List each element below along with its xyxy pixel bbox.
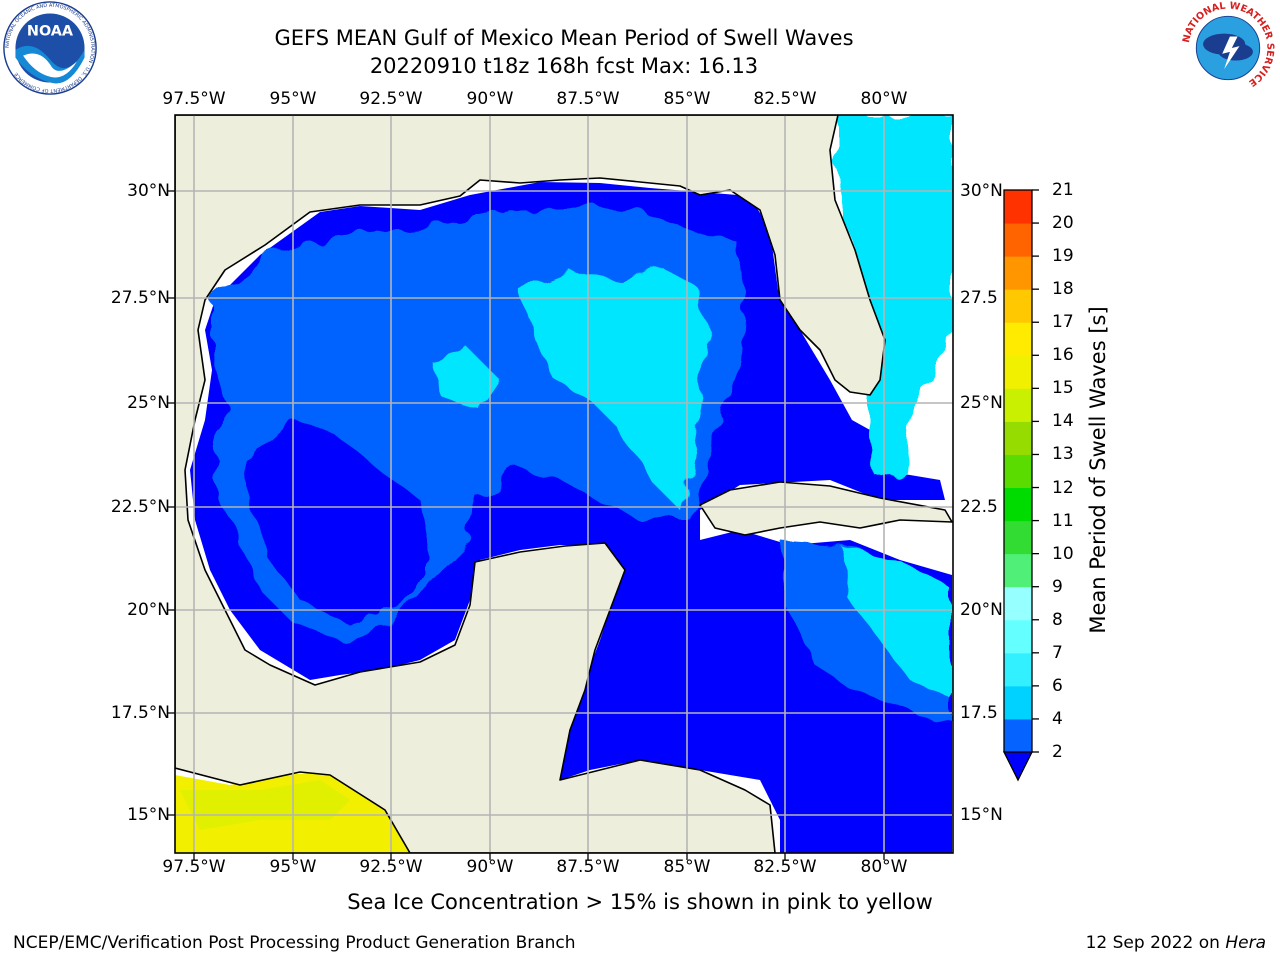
- lon-tick-top: 87.5°W: [556, 89, 620, 109]
- colorbar-tick-label: 7: [1052, 642, 1063, 663]
- colorbar-tick-label: 15: [1052, 378, 1074, 399]
- land-masses: [175, 115, 953, 853]
- colorbar-band: [1004, 454, 1032, 489]
- colorbar: [1002, 189, 1039, 782]
- chart-title: GEFS MEAN Gulf of Mexico Mean Period of …: [274, 26, 854, 50]
- lon-tick-bottom: 95°W: [269, 857, 317, 877]
- colorbar-band: [1004, 652, 1032, 687]
- lon-tick-top: 82.5°W: [753, 89, 817, 109]
- colorbar-tick-label: 18: [1052, 279, 1074, 300]
- colorbar-extend-arrow: [1002, 751, 1034, 782]
- lat-tick-right: 22.5: [960, 497, 998, 517]
- lon-tick-top: 80°W: [860, 89, 908, 109]
- lat-tick-right: 20°N: [960, 600, 1003, 620]
- colorbar-band: [1004, 586, 1032, 621]
- lon-tick-bottom: 92.5°W: [359, 857, 423, 877]
- colorbar-tick-label: 14: [1052, 411, 1074, 432]
- map-tick-marks: [168, 190, 885, 860]
- lon-tick-top: 92.5°W: [359, 89, 423, 109]
- lon-tick-top: 95°W: [269, 89, 317, 109]
- noaa-logo-text: NOAA: [27, 24, 74, 40]
- colorbar-tick-label: 17: [1052, 312, 1074, 333]
- colorbar-band: [1004, 388, 1032, 422]
- lat-tick-right: 25°N: [960, 393, 1003, 413]
- colorbar-tick-label: 13: [1052, 444, 1074, 465]
- lat-tick-right: 30°N: [960, 181, 1003, 201]
- colorbar-label: Mean Period of Swell Waves [s]: [1086, 306, 1110, 634]
- gulf-swell-inner-dark: [245, 420, 430, 625]
- footer-date: 12 Sep 2022 on Hera: [1086, 933, 1266, 953]
- colorbar-band: [1004, 256, 1032, 290]
- colorbar-band: [1004, 223, 1032, 257]
- map-frame: [174, 114, 954, 854]
- colorbar-band: [1004, 487, 1032, 522]
- colorbar-tick-label: 6: [1052, 675, 1063, 696]
- colorbar-band: [1004, 355, 1032, 389]
- colorbar-tick-label: 2: [1052, 742, 1063, 762]
- lat-tick-left: 17.5°N: [110, 703, 170, 723]
- colorbar-tick-label: 8: [1052, 609, 1063, 630]
- colorbar-tick-label: 12: [1052, 477, 1074, 498]
- pacific-ice-shading-light: [180, 780, 350, 830]
- north-america-land: [175, 115, 886, 853]
- lon-tick-top: 97.5°W: [162, 89, 226, 109]
- colorbar-tick-label: 20: [1052, 213, 1074, 234]
- map-grid: [175, 115, 953, 853]
- footer-date-text: 12 Sep 2022 on: [1085, 933, 1226, 953]
- lat-tick-left: 15°N: [127, 805, 170, 825]
- footer-machine: Hera: [1225, 933, 1266, 953]
- lat-tick-right: 15°N: [960, 805, 1003, 825]
- colorbar-band: [1004, 421, 1032, 455]
- lon-tick-bottom: 87.5°W: [556, 857, 620, 877]
- colorbar-band: [1004, 718, 1032, 753]
- colorbar-band: [1004, 553, 1032, 588]
- gulf-swell-light: [520, 265, 710, 510]
- footer-credit: NCEP/EMC/Verification Post Processing Pr…: [13, 933, 576, 953]
- colorbar-tick-label: 21: [1052, 180, 1074, 200]
- lon-tick-bottom: 82.5°W: [753, 857, 817, 877]
- lon-tick-top: 90°W: [466, 89, 514, 109]
- lat-tick-right: 17.5: [960, 703, 998, 723]
- lon-tick-bottom: 85°W: [663, 857, 711, 877]
- colorbar-band: [1004, 289, 1032, 323]
- lat-tick-left: 20°N: [127, 600, 170, 620]
- colorbar-tick-label: 16: [1052, 345, 1074, 366]
- lat-tick-left: 30°N: [127, 181, 170, 201]
- colorbar-band: [1004, 520, 1032, 555]
- colorbar-tick-label: 10: [1052, 543, 1074, 564]
- colorbar-frame: [1003, 189, 1033, 753]
- sea-ice-note: Sea Ice Concentration > 15% is shown in …: [347, 890, 933, 914]
- noaa-logo: NOAA NATIONAL OCEANIC AND ATMOSPHERIC AD…: [3, 1, 97, 95]
- cuba-land: [699, 481, 953, 536]
- caribbean-swell-light: [840, 545, 952, 700]
- colorbar-band: [1004, 685, 1032, 720]
- colorbar-tick-label: 19: [1052, 246, 1074, 267]
- colorbar-band: [1004, 322, 1032, 356]
- colorbar-tick-label: 4: [1052, 708, 1063, 729]
- lon-tick-bottom: 97.5°W: [162, 857, 226, 877]
- colorbar-tick-label: 11: [1052, 510, 1074, 531]
- colorbar-band: [1004, 619, 1032, 654]
- lon-tick-top: 85°W: [663, 89, 711, 109]
- lon-tick-bottom: 90°W: [466, 857, 514, 877]
- lat-tick-left: 22.5°N: [110, 497, 170, 517]
- gulf-swell-light-2: [430, 350, 500, 410]
- lat-tick-left: 25°N: [127, 393, 170, 413]
- chart-subtitle: 20220910 t18z 168h fcst Max: 16.13: [369, 54, 759, 78]
- lat-tick-left: 27.5°N: [110, 288, 170, 308]
- colorbar-band: [1004, 190, 1032, 224]
- nws-logo: NATIONAL WEATHER SERVICE: [1181, 0, 1275, 95]
- lat-tick-right: 27.5: [960, 288, 998, 308]
- lon-tick-bottom: 80°W: [860, 857, 908, 877]
- colorbar-tick-label: 9: [1052, 576, 1063, 597]
